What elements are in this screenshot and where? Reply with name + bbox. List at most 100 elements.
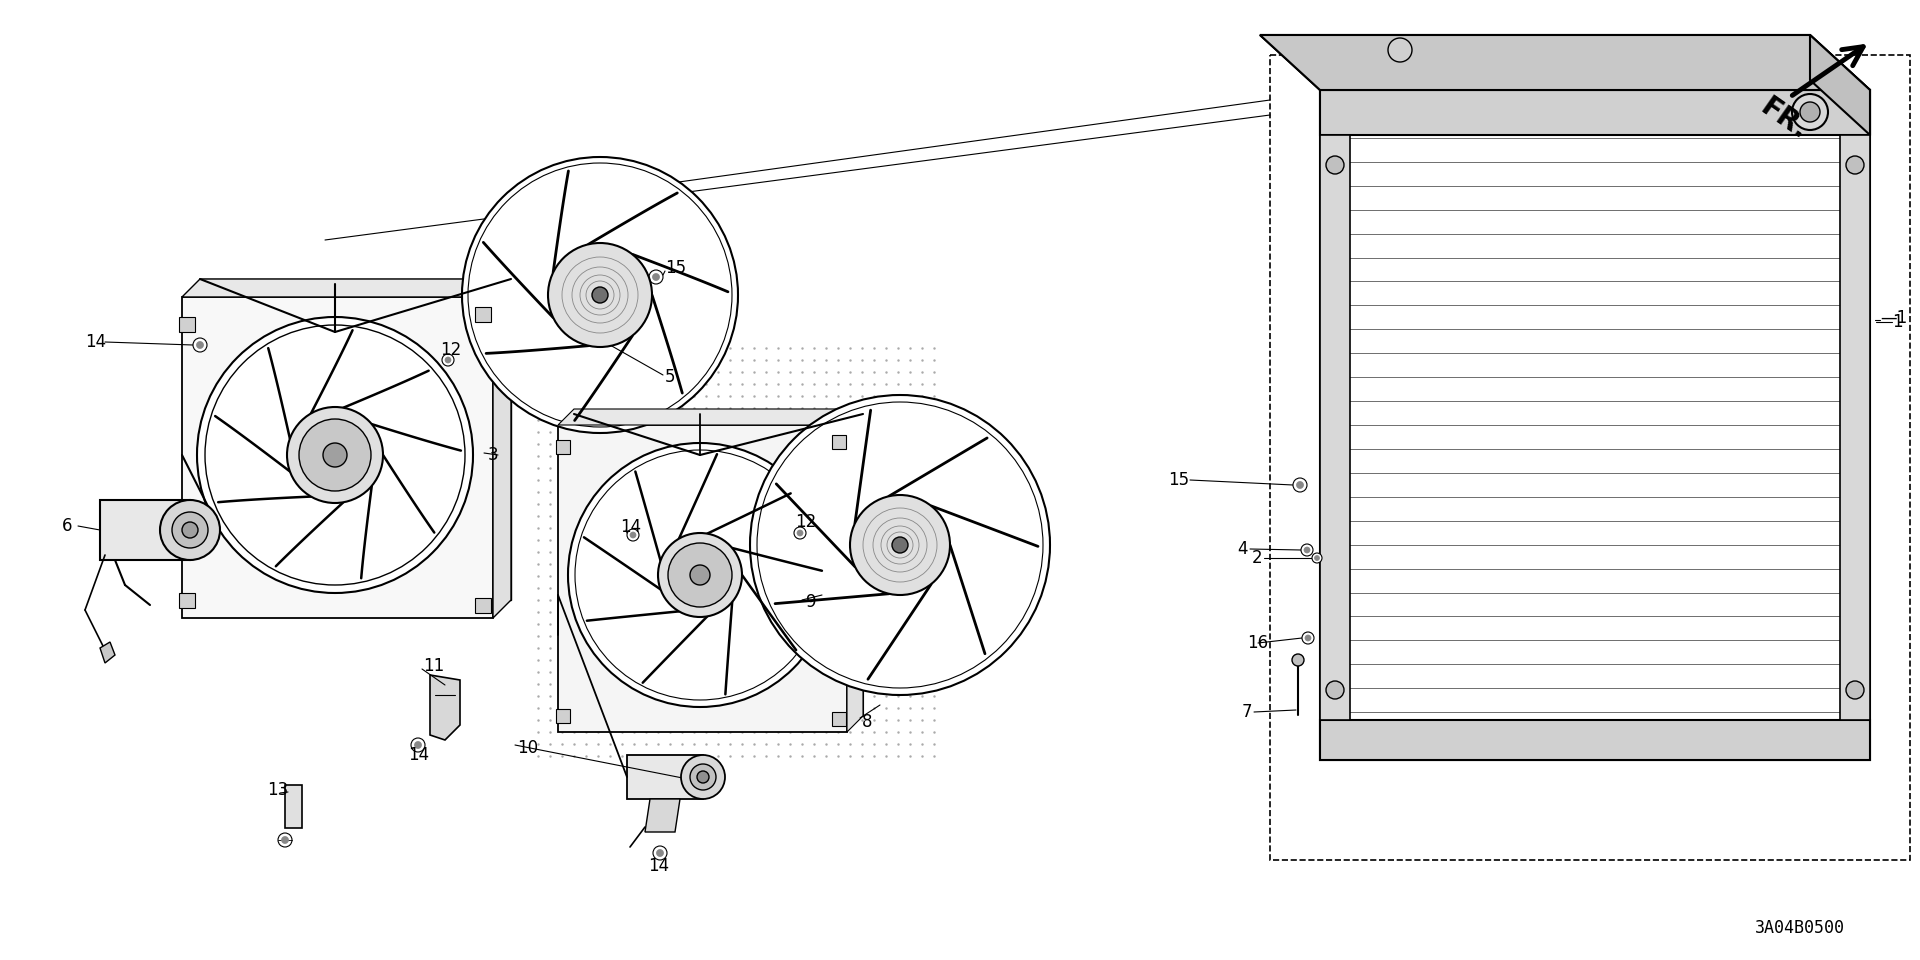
Circle shape xyxy=(173,512,207,548)
Circle shape xyxy=(797,530,803,536)
Polygon shape xyxy=(430,675,461,740)
Circle shape xyxy=(689,565,710,585)
Circle shape xyxy=(1388,38,1411,62)
Circle shape xyxy=(1327,156,1344,174)
Polygon shape xyxy=(831,712,847,726)
Text: FR.: FR. xyxy=(1755,93,1812,145)
Circle shape xyxy=(411,738,424,752)
Polygon shape xyxy=(1260,35,1870,90)
Circle shape xyxy=(1315,556,1319,561)
Circle shape xyxy=(630,532,636,538)
Polygon shape xyxy=(557,440,570,454)
Circle shape xyxy=(1327,681,1344,699)
Text: 9: 9 xyxy=(806,593,816,611)
Circle shape xyxy=(1801,102,1820,122)
Polygon shape xyxy=(474,307,492,322)
Polygon shape xyxy=(1260,35,1870,90)
Polygon shape xyxy=(831,435,847,449)
Text: 3: 3 xyxy=(488,446,499,464)
Circle shape xyxy=(1302,632,1313,644)
Circle shape xyxy=(415,741,422,749)
Polygon shape xyxy=(1321,720,1870,760)
Polygon shape xyxy=(182,279,511,297)
Polygon shape xyxy=(474,598,492,613)
Circle shape xyxy=(649,270,662,284)
Polygon shape xyxy=(628,755,703,799)
Polygon shape xyxy=(1321,135,1350,720)
Circle shape xyxy=(657,850,664,856)
Text: 10: 10 xyxy=(516,739,538,757)
Circle shape xyxy=(851,495,950,595)
Text: 7: 7 xyxy=(1242,703,1252,721)
Text: 13: 13 xyxy=(267,781,288,799)
Circle shape xyxy=(568,443,831,707)
Circle shape xyxy=(1302,544,1313,556)
Text: 5: 5 xyxy=(664,368,676,386)
Polygon shape xyxy=(559,425,847,732)
Circle shape xyxy=(653,274,659,280)
Circle shape xyxy=(689,764,716,790)
Circle shape xyxy=(795,527,806,539)
Polygon shape xyxy=(179,317,196,332)
Circle shape xyxy=(445,357,451,363)
Polygon shape xyxy=(100,642,115,663)
Text: —1: —1 xyxy=(1880,309,1907,327)
Text: 3A04B0500: 3A04B0500 xyxy=(1755,919,1845,937)
Circle shape xyxy=(1296,482,1304,489)
Circle shape xyxy=(300,419,371,491)
Text: 16: 16 xyxy=(1246,634,1267,652)
Circle shape xyxy=(194,338,207,352)
Circle shape xyxy=(1311,553,1323,563)
Circle shape xyxy=(442,354,453,366)
Circle shape xyxy=(628,529,639,541)
Circle shape xyxy=(893,537,908,553)
Circle shape xyxy=(751,395,1050,695)
Circle shape xyxy=(659,533,741,617)
Circle shape xyxy=(286,407,382,503)
Polygon shape xyxy=(100,500,190,560)
Circle shape xyxy=(547,243,653,347)
Circle shape xyxy=(1304,547,1309,553)
Circle shape xyxy=(198,317,472,593)
Text: 14: 14 xyxy=(84,333,106,351)
Polygon shape xyxy=(493,279,511,618)
Circle shape xyxy=(196,342,204,348)
Circle shape xyxy=(668,543,732,607)
Text: 8: 8 xyxy=(862,713,872,731)
Text: 1: 1 xyxy=(1891,313,1903,331)
Polygon shape xyxy=(847,409,862,732)
Circle shape xyxy=(1292,478,1308,492)
Polygon shape xyxy=(1321,90,1870,760)
Circle shape xyxy=(323,443,348,467)
Circle shape xyxy=(1306,635,1311,641)
Circle shape xyxy=(278,833,292,847)
Polygon shape xyxy=(645,799,680,832)
Polygon shape xyxy=(200,279,511,600)
Text: 15: 15 xyxy=(664,259,685,277)
Text: 14: 14 xyxy=(649,857,670,875)
Circle shape xyxy=(1845,156,1864,174)
Polygon shape xyxy=(182,297,493,618)
Text: 2: 2 xyxy=(1252,549,1263,567)
Polygon shape xyxy=(179,593,196,608)
Circle shape xyxy=(463,157,737,433)
Text: 12: 12 xyxy=(440,341,461,359)
Circle shape xyxy=(682,755,726,799)
Bar xyxy=(1269,55,1910,860)
Polygon shape xyxy=(559,409,862,425)
Polygon shape xyxy=(284,785,301,828)
Text: 14: 14 xyxy=(407,746,430,764)
Polygon shape xyxy=(557,709,570,723)
Text: 4: 4 xyxy=(1236,540,1248,558)
Text: 6: 6 xyxy=(61,517,73,535)
Circle shape xyxy=(1845,681,1864,699)
Circle shape xyxy=(591,287,609,303)
Circle shape xyxy=(1791,94,1828,130)
Circle shape xyxy=(697,771,708,783)
Polygon shape xyxy=(574,409,862,716)
Polygon shape xyxy=(1321,90,1870,135)
Circle shape xyxy=(1292,654,1304,666)
Text: 14: 14 xyxy=(620,518,641,536)
Text: 12: 12 xyxy=(795,513,816,531)
Text: 11: 11 xyxy=(422,657,444,675)
